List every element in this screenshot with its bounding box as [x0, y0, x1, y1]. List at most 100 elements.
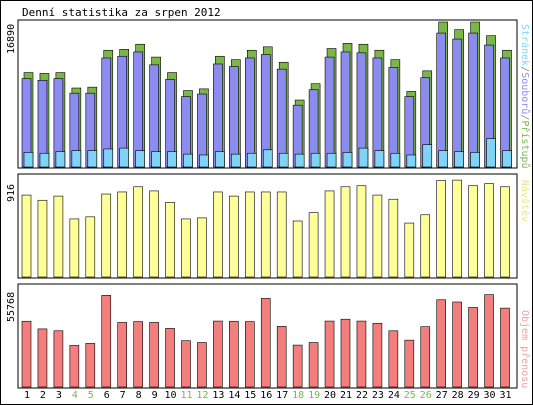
objem-bar-5 [85, 343, 96, 388]
x-tick-label-25: 25 [404, 390, 416, 401]
bar-stranek-10 [167, 151, 177, 168]
bottom-panel-frame [17, 283, 518, 389]
bar-stranek-31 [502, 150, 512, 168]
bar-stranek-14 [231, 153, 241, 168]
bar-stranek-23 [374, 150, 385, 168]
top-panel-frame [17, 19, 518, 169]
x-tick-label-22: 22 [356, 390, 368, 401]
x-axis-labels: 1 2 3 4 5 6 7 8 9 10 11 12 13 14 15 16 17 18 19 20 21 22 23 24 2… [24, 390, 512, 401]
navstev-bar-16 [260, 191, 271, 278]
objem-bar-19 [308, 342, 319, 388]
bar-stranek-7 [119, 147, 129, 168]
bar-souboru-20 [324, 56, 335, 168]
bar-stranek-15 [247, 152, 257, 168]
x-tick-label-10: 10 [165, 390, 177, 401]
objem-bar-17 [276, 326, 287, 388]
x-tick-label-11: 11 [180, 390, 192, 401]
bar-souboru-17 [276, 68, 287, 168]
bar-stranek-12 [199, 154, 209, 168]
bar-stranek-9 [151, 151, 161, 168]
bar-stranek-25 [406, 154, 417, 168]
navstev-bar-4 [69, 218, 80, 278]
objem-bar-12 [197, 342, 207, 388]
x-tick-label-14: 14 [228, 390, 240, 401]
x-tick-label-13: 13 [212, 390, 224, 401]
navstev-bar-3 [53, 195, 64, 278]
bottom-panel-legend: Objem přenosu [519, 310, 531, 388]
navstev-bar-22 [356, 185, 367, 278]
x-tick-label-21: 21 [340, 390, 352, 401]
top-panel-bars [21, 21, 512, 168]
bar-stranek-21 [342, 152, 353, 168]
navstev-bar-29 [468, 185, 478, 278]
middle-panel-frame [17, 173, 518, 279]
navstev-bar-1 [21, 194, 32, 278]
objem-bar-22 [356, 320, 367, 388]
bar-souboru-8 [133, 51, 143, 168]
bar-stranek-28 [454, 151, 464, 168]
objem-bar-4 [69, 345, 80, 388]
navstev-bar-28 [452, 179, 462, 278]
bar-stranek-19 [310, 152, 321, 168]
objem-bar-6 [101, 295, 112, 388]
x-tick-label-5: 5 [88, 390, 94, 401]
top-ymax-label: 16890 [6, 24, 17, 54]
objem-bar-18 [292, 344, 303, 388]
objem-bar-29 [468, 307, 478, 388]
objem-bar-31 [500, 307, 510, 388]
objem-bar-3 [53, 330, 64, 388]
x-tick-label-18: 18 [292, 390, 304, 401]
objem-bar-10 [165, 328, 175, 388]
top-panel-legend: Stránek/Souborů/Přístupů [519, 24, 531, 169]
navstev-bar-6 [101, 193, 112, 278]
objem-bar-2 [37, 328, 48, 388]
navstev-bar-18 [292, 220, 303, 278]
bar-stranek-17 [278, 152, 289, 168]
legend-part-0: Stránek [519, 24, 531, 66]
bar-stranek-26 [422, 144, 433, 168]
legend-part-3: / [519, 114, 530, 120]
x-tick-label-7: 7 [120, 390, 126, 401]
navstev-bar-10 [165, 202, 175, 278]
navstev-bar-15 [245, 191, 255, 278]
bar-stranek-5 [87, 150, 98, 168]
navstev-bar-26 [420, 214, 431, 278]
objem-bar-15 [245, 321, 255, 388]
x-tick-label-17: 17 [276, 390, 288, 401]
objem-bar-30 [484, 294, 494, 388]
x-tick-label-20: 20 [324, 390, 336, 401]
bar-souboru-15 [245, 57, 255, 168]
bar-stranek-2 [39, 152, 50, 168]
objem-bar-25 [404, 339, 415, 388]
objem-bar-26 [420, 326, 431, 388]
navstev-bar-9 [149, 190, 159, 278]
bar-stranek-20 [326, 152, 337, 168]
middle-ymax-label: 916 [6, 184, 17, 202]
objem-bar-7 [117, 322, 127, 388]
navstev-bar-24 [388, 198, 399, 278]
objem-bar-28 [452, 301, 462, 388]
legend-part-2: Souborů [519, 72, 531, 114]
navstev-bar-5 [85, 216, 96, 278]
bar-souboru-21 [340, 51, 351, 168]
x-tick-label-19: 19 [308, 390, 320, 401]
objem-bar-9 [149, 322, 159, 388]
bar-souboru-14 [229, 66, 239, 168]
navstev-bar-19 [308, 212, 319, 278]
x-tick-label-15: 15 [244, 390, 256, 401]
navstev-bar-13 [213, 191, 223, 278]
navstev-bar-27 [436, 180, 447, 278]
bar-stranek-3 [55, 151, 66, 168]
navstev-bar-7 [117, 191, 127, 278]
objem-bar-1 [21, 320, 32, 388]
x-tick-label-6: 6 [104, 390, 110, 401]
navstev-bar-17 [276, 191, 287, 278]
bar-stranek-4 [71, 150, 82, 168]
bar-stranek-22 [358, 147, 369, 168]
bar-stranek-30 [486, 138, 496, 168]
legend-part-4: Přístupů [519, 120, 531, 168]
objem-bar-24 [388, 330, 399, 388]
objem-bar-14 [229, 320, 239, 388]
bar-stranek-16 [262, 149, 273, 168]
